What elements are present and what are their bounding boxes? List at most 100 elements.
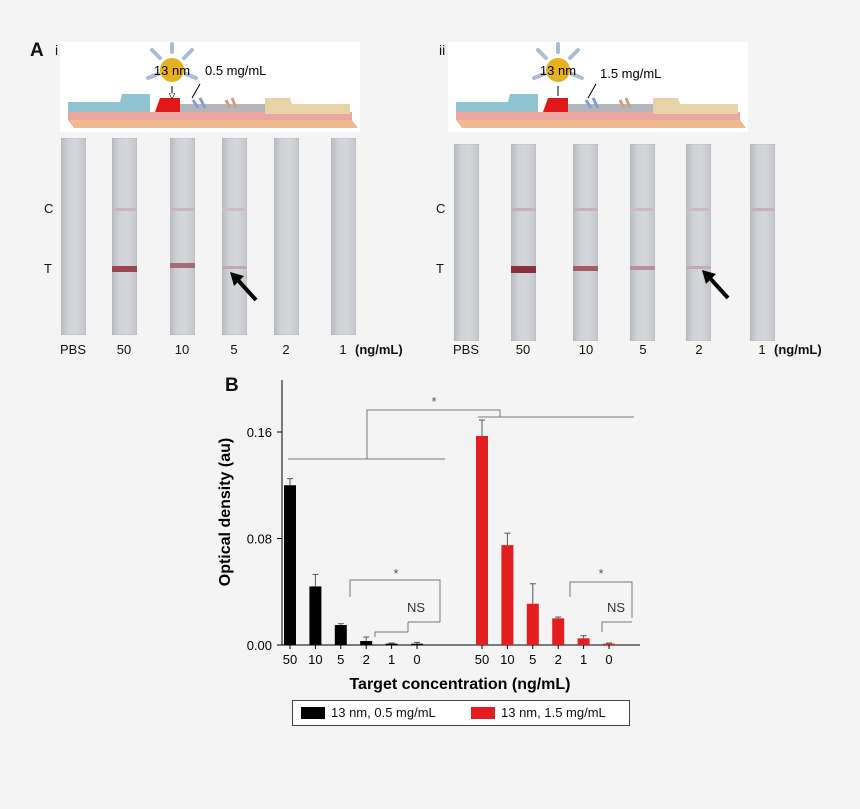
concentration-label-left: 0.5 mg/mL	[205, 63, 266, 78]
test-strip-50-left	[112, 138, 137, 335]
arrow-icon-left	[230, 272, 258, 302]
lfa-schematic-left: 13 nm 0.5 mg/mL	[60, 42, 360, 132]
unit-label-right: (ng/mL)	[774, 342, 822, 357]
lfa-schematic-right: 13 nm 1.5 mg/mL	[448, 42, 748, 132]
test-strip-10-right	[573, 144, 598, 341]
control-band	[112, 208, 137, 211]
control-line-label-right: C	[436, 201, 446, 216]
x-tick-label-s1-5: 0	[605, 652, 612, 667]
np-size-label-right: 13 nm	[540, 63, 576, 78]
test-band	[630, 266, 655, 270]
x-tick-label-s0-2: 5	[337, 652, 344, 667]
bar-s1-0	[603, 643, 615, 645]
panel-a-i-label: i	[55, 42, 59, 58]
legend-swatch-red	[471, 707, 495, 719]
bar-s1-2	[552, 618, 565, 645]
bar-s0-0	[411, 643, 423, 645]
x-tick-label-s0-3: 2	[363, 652, 370, 667]
bar-s1-50	[476, 435, 488, 645]
test-strip-10-left	[170, 138, 195, 335]
test-strip-5-right	[630, 144, 655, 341]
legend-swatch-black	[301, 707, 325, 719]
bar-s0-50	[284, 485, 296, 645]
significance-black-group: * NS	[349, 566, 441, 637]
control-band	[630, 208, 655, 211]
significance-star-black: *	[393, 566, 398, 581]
test-strip-1-right	[750, 144, 775, 341]
legend-label-red: 13 nm, 1.5 mg/mL	[501, 705, 606, 720]
panel-a-ii-label: ii	[439, 42, 446, 58]
lane-label-right-0: PBS	[452, 342, 479, 357]
bar-s0-1	[385, 643, 398, 645]
np-size-label-left: 13 nm	[154, 63, 190, 78]
bar-s1-1	[577, 638, 590, 645]
significance-top: *	[288, 394, 634, 460]
x-tick-label-s0-4: 1	[388, 652, 395, 667]
test-band	[222, 266, 247, 269]
ns-label-red: NS	[607, 600, 625, 615]
lane-label-left-0: PBS	[59, 342, 86, 357]
x-axis-label: Target concentration (ng/mL)	[349, 676, 570, 693]
test-strip-1-left	[331, 138, 356, 335]
control-band	[170, 208, 195, 211]
bar-s0-5	[334, 625, 347, 645]
test-band	[511, 266, 536, 273]
test-band	[686, 266, 711, 269]
test-strip-pbs-left	[61, 138, 86, 335]
test-band	[170, 263, 195, 268]
lane-label-right-4: 2	[695, 342, 703, 357]
lane-label-right-3: 5	[639, 342, 647, 357]
test-strip-5-left	[222, 138, 247, 335]
control-band	[750, 208, 775, 211]
lane-label-left-2: 10	[174, 342, 190, 357]
bar-s1-10	[501, 545, 514, 645]
control-band	[686, 208, 711, 211]
legend-label-black: 13 nm, 0.5 mg/mL	[331, 705, 436, 720]
chart-legend: 13 nm, 0.5 mg/mL 13 nm, 1.5 mg/mL	[292, 700, 630, 726]
control-band	[222, 208, 247, 211]
lane-label-left-4: 2	[282, 342, 290, 357]
control-line-label-left: C	[44, 201, 54, 216]
bar-s0-10	[309, 586, 322, 645]
control-band	[573, 208, 598, 211]
concentration-label-right: 1.5 mg/mL	[600, 66, 661, 81]
y-axis-label: Optical density (au)	[217, 438, 234, 586]
test-strip-2-right	[686, 144, 711, 341]
test-band	[112, 266, 137, 272]
bar-s0-2	[360, 641, 373, 645]
y-tick-label-2: 0.16	[247, 425, 272, 440]
lane-label-left-1: 50	[116, 342, 132, 357]
y-tick-label-1: 0.08	[247, 532, 272, 547]
x-tick-label-s1-0: 50	[475, 652, 489, 667]
significance-star-red: *	[598, 566, 603, 581]
panel-b-letter: B	[225, 375, 239, 396]
x-tick-label-s1-2: 5	[529, 652, 536, 667]
x-tick-label-s1-4: 1	[580, 652, 587, 667]
x-tick-label-s0-1: 10	[308, 652, 322, 667]
significance-red-group: * NS	[569, 566, 633, 632]
test-line-label-right: T	[436, 261, 444, 276]
test-strip-50-right	[511, 144, 536, 341]
y-tick-label-0: 0.00	[247, 638, 272, 653]
x-tick-label-s1-1: 10	[500, 652, 514, 667]
x-tick-label-s1-3: 2	[555, 652, 562, 667]
bar-s1-5	[526, 603, 539, 645]
lane-label-left-3: 5	[230, 342, 238, 357]
test-line-label-left: T	[44, 261, 52, 276]
unit-label-left: (ng/mL)	[355, 342, 403, 357]
x-tick-label-s0-0: 50	[283, 652, 297, 667]
test-strip-pbs-right	[454, 144, 479, 341]
arrow-icon-right	[702, 270, 730, 300]
test-strip-2-left	[274, 138, 299, 335]
lane-label-right-5: 1	[758, 342, 766, 357]
lane-label-right-1: 50	[515, 342, 531, 357]
lane-label-left-5: 1	[339, 342, 347, 357]
lane-label-right-2: 10	[578, 342, 594, 357]
test-band	[573, 266, 598, 271]
control-band	[511, 208, 536, 211]
panel-a-letter: A	[30, 40, 44, 61]
x-tick-label-s0-5: 0	[413, 652, 420, 667]
ns-label-black: NS	[407, 600, 425, 615]
significance-star-top: *	[431, 394, 436, 409]
